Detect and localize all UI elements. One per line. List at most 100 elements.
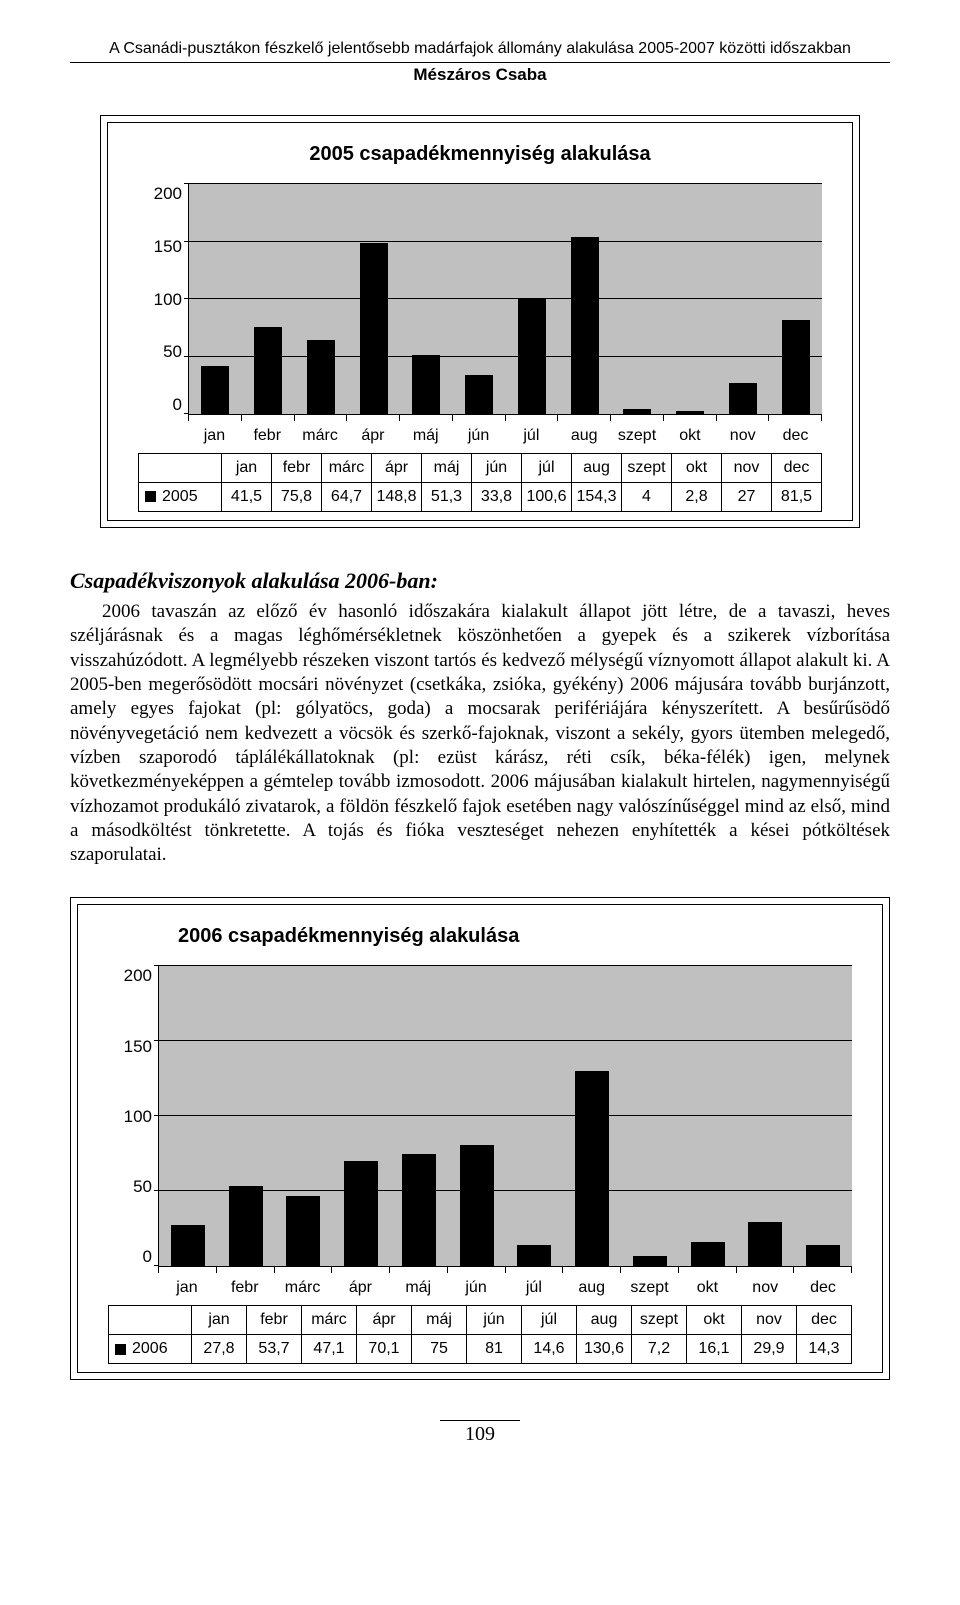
- legend-year: 2006: [132, 1340, 168, 1357]
- xtick-label: jan: [158, 1273, 216, 1297]
- xtick-label: aug: [558, 421, 611, 445]
- table-header-cell: márc: [322, 454, 372, 483]
- table-data-cell: 41,5: [222, 483, 272, 512]
- table-header-cell: okt: [672, 454, 722, 483]
- table-header-cell: nov: [742, 1306, 797, 1335]
- table-data-cell: 2,8: [672, 483, 722, 512]
- chart-bar: [691, 1242, 725, 1266]
- xtick-label: okt: [678, 1273, 736, 1297]
- ytick-label: 50: [133, 1177, 152, 1197]
- chart-bar: [806, 1245, 840, 1266]
- chart-bar: [518, 298, 546, 414]
- legend-year: 2005: [162, 488, 198, 505]
- xtick-label: máj: [399, 421, 452, 445]
- xtick-label: okt: [663, 421, 716, 445]
- table-header-cell: máj: [422, 454, 472, 483]
- chart-bar: [465, 375, 493, 414]
- table-header-cell: ápr: [372, 454, 422, 483]
- xtick-label: máj: [389, 1273, 447, 1297]
- xtick-label: nov: [736, 1273, 794, 1297]
- table-header-cell: febr: [272, 454, 322, 483]
- page-number: 109: [440, 1420, 520, 1446]
- xtick-label: márc: [294, 421, 347, 445]
- chart-bar: [633, 1256, 667, 1267]
- chart-2006-data-table: janfebrmárcáprmájjúnjúlaugszeptoktnovdec…: [108, 1305, 852, 1364]
- table-header-cell: jún: [472, 454, 522, 483]
- ytick-label: 150: [124, 1037, 152, 1057]
- chart-2005-yaxis: 200 150 100 50 0: [138, 184, 188, 415]
- xtick-label: júl: [505, 1273, 563, 1297]
- chart-bar: [571, 237, 599, 414]
- chart-bar: [229, 1186, 263, 1267]
- chart-bar: [676, 411, 704, 414]
- chart-2005-title: 2005 csapadékmennyiség alakulása: [138, 143, 822, 166]
- table-data-cell: 29,9: [742, 1335, 797, 1364]
- table-data-cell: 16,1: [687, 1335, 742, 1364]
- table-header-cell: szept: [622, 454, 672, 483]
- table-data-cell: 47,1: [302, 1335, 357, 1364]
- table-header-cell: aug: [577, 1306, 632, 1335]
- table-header-cell: máj: [412, 1306, 467, 1335]
- xtick-label: szept: [611, 421, 664, 445]
- table-data-cell: 53,7: [247, 1335, 302, 1364]
- ytick-label: 150: [154, 237, 182, 257]
- chart-bar: [748, 1222, 782, 1267]
- table-data-cell: 4: [622, 483, 672, 512]
- xtick-label: márc: [274, 1273, 332, 1297]
- chart-bar: [360, 243, 388, 414]
- xtick-label: febr: [241, 421, 294, 445]
- xtick-label: febr: [216, 1273, 274, 1297]
- xtick-label: szept: [621, 1273, 679, 1297]
- chart-2006-title: 2006 csapadékmennyiség alakulása: [108, 925, 852, 948]
- xtick-label: aug: [563, 1273, 621, 1297]
- table-header-cell: febr: [247, 1306, 302, 1335]
- ytick-label: 200: [154, 184, 182, 204]
- table-data-cell: 75,8: [272, 483, 322, 512]
- legend-swatch-icon: [115, 1344, 126, 1355]
- table-data-cell: 148,8: [372, 483, 422, 512]
- chart-bar: [254, 327, 282, 414]
- chart-bar: [307, 340, 335, 414]
- section-body-2006: 2006 tavaszán az előző év hasonló idősza…: [70, 600, 890, 867]
- table-header-cell: nov: [722, 454, 772, 483]
- table-header-cell: okt: [687, 1306, 742, 1335]
- chart-bar: [171, 1225, 205, 1267]
- table-header-cell: jún: [467, 1306, 522, 1335]
- chart-2005-data-table: janfebrmárcáprmájjúnjúlaugszeptoktnovdec…: [138, 453, 822, 512]
- chart-bar: [729, 383, 757, 414]
- xtick-label: dec: [769, 421, 822, 445]
- chart-2005-xaxis: janfebrmárcáprmájjúnjúlaugszeptoktnovdec: [188, 421, 822, 445]
- table-header-cell: dec: [772, 454, 822, 483]
- table-data-cell: 7,2: [632, 1335, 687, 1364]
- table-header-cell: dec: [797, 1306, 852, 1335]
- table-data-cell: 70,1: [357, 1335, 412, 1364]
- chart-bar: [402, 1154, 436, 1267]
- chart-2006-plot: [158, 966, 852, 1267]
- chart-2006-yaxis: 200 150 100 50 0: [108, 966, 158, 1267]
- table-data-cell: 51,3: [422, 483, 472, 512]
- xtick-label: júl: [505, 421, 558, 445]
- chart-bar: [201, 366, 229, 414]
- table-data-cell: 81,5: [772, 483, 822, 512]
- xtick-label: jún: [447, 1273, 505, 1297]
- xtick-label: dec: [794, 1273, 852, 1297]
- ytick-label: 0: [143, 1247, 152, 1267]
- ytick-label: 100: [124, 1107, 152, 1127]
- table-header-cell: márc: [302, 1306, 357, 1335]
- table-data-cell: 27,8: [192, 1335, 247, 1364]
- xtick-label: ápr: [331, 1273, 389, 1297]
- chart-bar: [575, 1071, 609, 1267]
- ytick-label: 0: [173, 395, 182, 415]
- table-header-cell: ápr: [357, 1306, 412, 1335]
- table-header-cell: júl: [522, 454, 572, 483]
- page-header-title: A Csanádi-pusztákon fészkelő jelentősebb…: [70, 40, 890, 63]
- legend-swatch-icon: [145, 491, 156, 502]
- chart-bar: [623, 409, 651, 414]
- ytick-label: 100: [154, 290, 182, 310]
- table-data-cell: 14,3: [797, 1335, 852, 1364]
- chart-bar: [782, 320, 810, 414]
- ytick-label: 50: [163, 342, 182, 362]
- chart-2005-plot: [188, 184, 822, 415]
- chart-bar: [517, 1245, 551, 1267]
- table-data-cell: 75: [412, 1335, 467, 1364]
